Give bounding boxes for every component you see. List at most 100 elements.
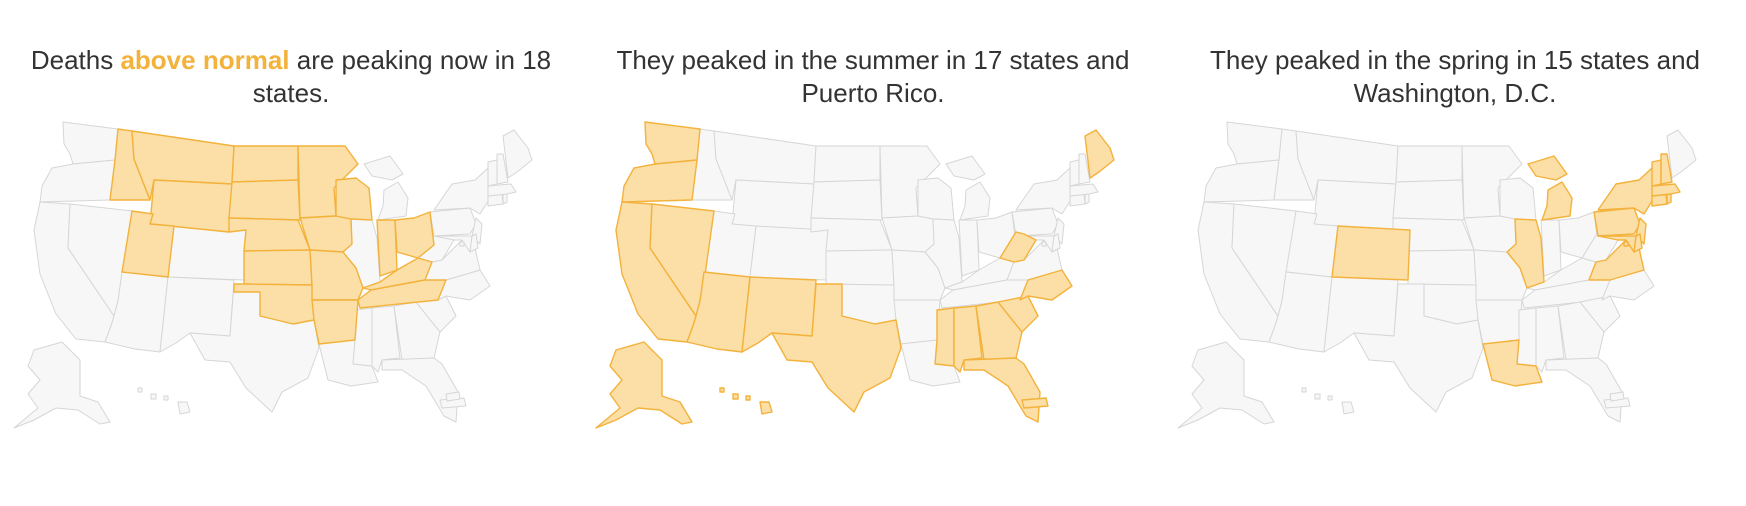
state-de bbox=[1051, 233, 1061, 253]
state-hi bbox=[1301, 387, 1355, 415]
map-panel-spring: They peaked in the spring in 15 states a… bbox=[1164, 0, 1746, 506]
state-wa bbox=[1226, 121, 1283, 165]
state-dc bbox=[1623, 241, 1629, 247]
title-text: They peaked in the spring in 15 states a… bbox=[1210, 45, 1700, 108]
state-co bbox=[1331, 225, 1411, 281]
state-tn bbox=[357, 279, 447, 309]
state-or bbox=[621, 159, 698, 203]
state-mo bbox=[309, 249, 364, 301]
state-ny bbox=[1597, 167, 1655, 215]
state-fl bbox=[381, 357, 459, 423]
state-vt bbox=[1651, 159, 1662, 187]
state-wa bbox=[62, 121, 119, 165]
state-ma bbox=[487, 183, 517, 197]
state-pa bbox=[429, 207, 477, 237]
state-ak bbox=[13, 341, 111, 429]
state-wa bbox=[644, 121, 701, 165]
state-ga bbox=[975, 301, 1023, 361]
state-pa bbox=[1593, 207, 1641, 237]
state-wi bbox=[335, 177, 373, 221]
state-sd bbox=[228, 179, 301, 221]
state-ks bbox=[825, 249, 895, 286]
state-wy bbox=[1313, 179, 1397, 233]
state-wy bbox=[731, 179, 815, 233]
state-in bbox=[958, 219, 980, 277]
state-dc bbox=[459, 241, 465, 247]
territory-outline bbox=[1609, 391, 1625, 402]
state-wi bbox=[917, 177, 955, 221]
state-fl bbox=[1545, 357, 1623, 423]
state-ma bbox=[1069, 183, 1099, 197]
panel-title: They peaked in the spring in 15 states a… bbox=[1164, 44, 1746, 110]
state-sc bbox=[997, 295, 1039, 333]
state-nh bbox=[496, 153, 509, 185]
state-md bbox=[1597, 235, 1637, 253]
state-sd bbox=[810, 179, 883, 221]
state-ks bbox=[1407, 249, 1477, 286]
title-text: They peaked in the summer in 17 states a… bbox=[616, 45, 1130, 108]
state-ak bbox=[1177, 341, 1275, 429]
state-co bbox=[749, 225, 829, 281]
state-vt bbox=[1069, 159, 1080, 187]
state-in bbox=[376, 219, 398, 277]
state-vt bbox=[487, 159, 498, 187]
state-co bbox=[167, 225, 247, 281]
state-la bbox=[1482, 339, 1543, 387]
state-de bbox=[1633, 233, 1643, 253]
state-ri bbox=[502, 193, 508, 205]
us-states-map bbox=[1177, 121, 1697, 429]
map-panel-now: Deaths above normal are peaking now in 1… bbox=[0, 0, 582, 506]
state-ar bbox=[893, 299, 941, 345]
state-in bbox=[1540, 219, 1562, 277]
state-ms bbox=[1516, 307, 1537, 367]
state-nc bbox=[1019, 269, 1073, 301]
state-ks bbox=[243, 249, 313, 286]
state-dc bbox=[1041, 241, 1047, 247]
state-ut bbox=[121, 210, 175, 278]
state-pa bbox=[1011, 207, 1059, 237]
state-nd bbox=[813, 145, 881, 183]
panel-title: Deaths above normal are peaking now in 1… bbox=[0, 44, 582, 110]
state-ak bbox=[595, 341, 693, 429]
state-nh bbox=[1078, 153, 1091, 185]
state-or bbox=[39, 159, 116, 203]
panel-title: They peaked in the summer in 17 states a… bbox=[582, 44, 1164, 110]
state-wy bbox=[149, 179, 233, 233]
territory-outline bbox=[445, 391, 461, 402]
title-highlight: above normal bbox=[120, 45, 290, 75]
state-me bbox=[1084, 129, 1115, 179]
state-tx bbox=[1353, 283, 1484, 413]
state-me bbox=[502, 129, 533, 179]
state-ri bbox=[1084, 193, 1090, 205]
state-ny bbox=[1015, 167, 1073, 215]
title-text: Deaths bbox=[30, 45, 121, 75]
state-mi bbox=[945, 155, 991, 221]
state-tx bbox=[771, 283, 902, 413]
state-ms bbox=[934, 307, 955, 367]
us-states-map bbox=[595, 121, 1115, 429]
state-ar bbox=[1475, 299, 1523, 345]
state-nd bbox=[231, 145, 299, 183]
state-fl bbox=[963, 357, 1041, 423]
state-sd bbox=[1392, 179, 1465, 221]
state-wv bbox=[999, 231, 1037, 263]
state-ny bbox=[433, 167, 491, 215]
us-states-map bbox=[13, 121, 533, 429]
state-md bbox=[433, 235, 473, 253]
map-panel-summer: They peaked in the summer in 17 states a… bbox=[582, 0, 1164, 506]
state-nd bbox=[1395, 145, 1463, 183]
state-nh bbox=[1660, 153, 1673, 185]
title-text-end: are peaking now in 18 states. bbox=[252, 45, 552, 108]
state-ar bbox=[311, 299, 359, 345]
state-sc bbox=[1579, 295, 1621, 333]
state-mi bbox=[363, 155, 409, 221]
state-me bbox=[1666, 129, 1697, 179]
state-il bbox=[1506, 218, 1545, 289]
state-mi bbox=[1527, 155, 1573, 221]
state-pr bbox=[1021, 397, 1049, 409]
state-or bbox=[1203, 159, 1280, 203]
state-ma bbox=[1651, 183, 1681, 197]
state-ga bbox=[1557, 301, 1605, 361]
state-de bbox=[469, 233, 479, 253]
state-hi bbox=[719, 387, 773, 415]
